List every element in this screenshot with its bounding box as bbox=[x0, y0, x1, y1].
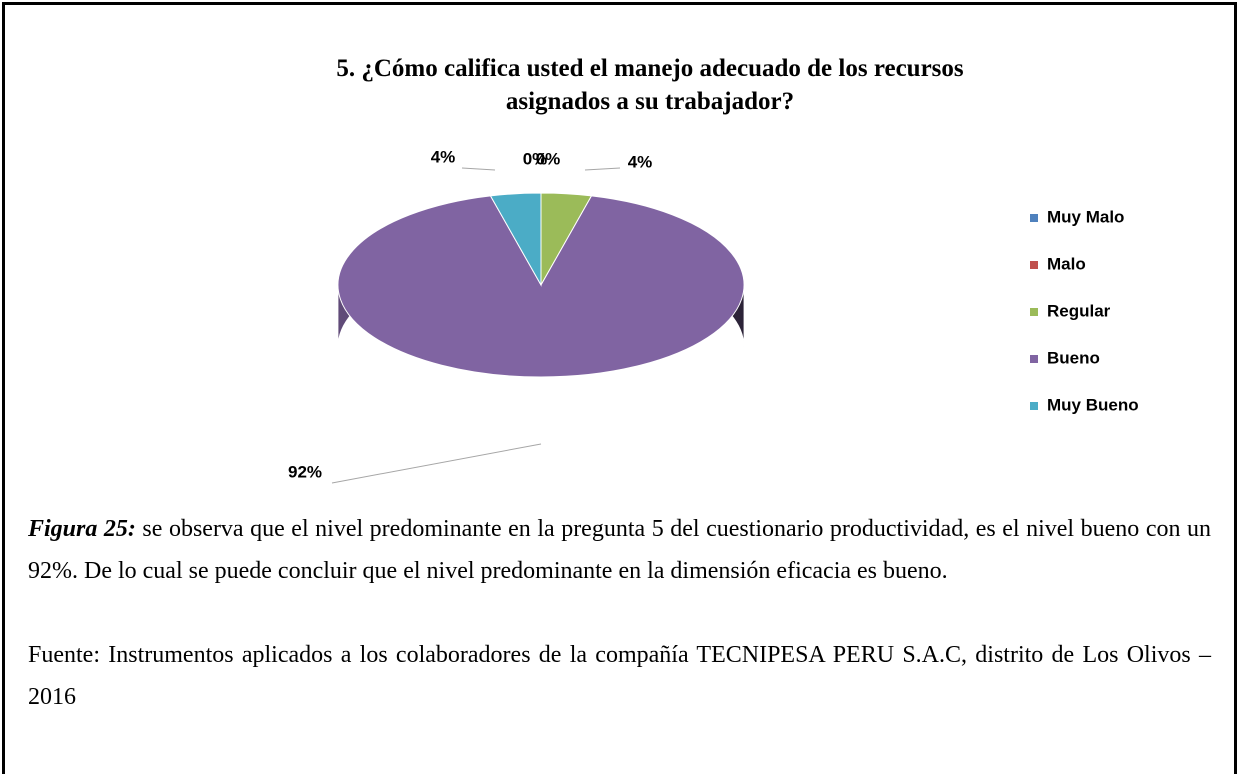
legend-label: Muy Malo bbox=[1047, 207, 1124, 226]
legend-swatch bbox=[1030, 308, 1038, 316]
caption: Figura 25: se observa que el nivel predo… bbox=[28, 508, 1211, 592]
slice bbox=[489, 192, 542, 287]
slice bbox=[337, 195, 745, 378]
source: Fuente: Instrumentos aplicados a los col… bbox=[28, 642, 1211, 710]
data-label: 0% bbox=[536, 149, 561, 168]
caption-text: se observa que el nivel predominante en … bbox=[28, 516, 1211, 584]
data-label: 0% bbox=[523, 149, 548, 168]
legend-swatch bbox=[1030, 214, 1038, 222]
legend-label: Malo bbox=[1047, 254, 1086, 273]
legend-swatch bbox=[1030, 355, 1038, 363]
chart-title: 5. ¿Cómo califica usted el manejo adecua… bbox=[336, 55, 964, 115]
data-label: 4% bbox=[431, 147, 456, 166]
leader-line bbox=[584, 167, 621, 171]
legend-label: Muy Bueno bbox=[1047, 395, 1139, 414]
legend-swatch bbox=[1030, 402, 1038, 410]
leader-line bbox=[331, 443, 542, 484]
caption-label: Figura 25: bbox=[28, 516, 136, 542]
data-label: 4% bbox=[628, 152, 653, 171]
data-label: 92% bbox=[288, 462, 322, 481]
legend-label: Bueno bbox=[1047, 348, 1100, 367]
legend-swatch bbox=[1030, 261, 1038, 269]
leader-line bbox=[461, 167, 496, 171]
legend-label: Regular bbox=[1047, 301, 1111, 320]
